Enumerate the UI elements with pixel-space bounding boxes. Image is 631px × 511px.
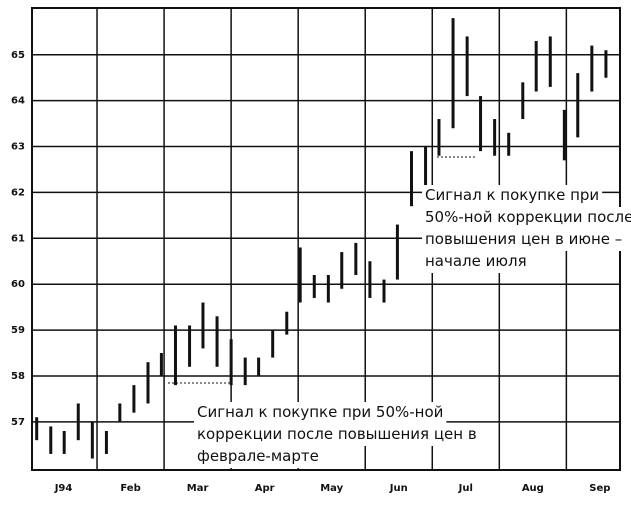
annotation-bg	[194, 424, 480, 446]
annotation: Сигнал к покупке при	[425, 186, 599, 204]
x-tick-label: Feb	[120, 483, 140, 494]
annotation: 50%-ной коррекции после	[425, 208, 631, 226]
annotation: повышения цен в июне –	[425, 230, 622, 248]
y-tick-label: 64	[11, 96, 25, 107]
annotation: феврале-марте	[197, 447, 319, 465]
annotation-bg	[422, 207, 631, 229]
x-tick-label: Aug	[522, 483, 544, 494]
annotation-bg	[422, 229, 626, 251]
y-tick-label: 63	[11, 142, 25, 153]
annotation-bg	[422, 185, 603, 207]
annotation: начале июля	[425, 252, 527, 270]
x-tick-label: J94	[54, 483, 73, 494]
y-tick-label: 62	[11, 187, 25, 198]
x-tick-label: Jul	[458, 483, 473, 494]
x-tick-label: Apr	[255, 483, 275, 494]
annotation-bg	[194, 446, 322, 468]
x-tick-label: Jun	[389, 483, 408, 494]
annotation-bg	[422, 251, 530, 273]
annotation: коррекции после повышения цен в	[197, 425, 477, 443]
x-tick-label: May	[320, 483, 343, 494]
annotation-bg	[194, 402, 447, 424]
y-tick-label: 61	[11, 233, 25, 244]
x-tick-label: Sep	[589, 483, 610, 494]
x-tick-label: Mar	[187, 483, 209, 494]
y-tick-label: 58	[11, 371, 25, 382]
y-tick-label: 60	[11, 279, 25, 290]
y-tick-label: 57	[11, 417, 25, 428]
annotation: Сигнал к покупке при 50%-ной	[197, 403, 443, 421]
y-tick-label: 59	[11, 325, 25, 336]
y-tick-label: 65	[11, 50, 25, 61]
